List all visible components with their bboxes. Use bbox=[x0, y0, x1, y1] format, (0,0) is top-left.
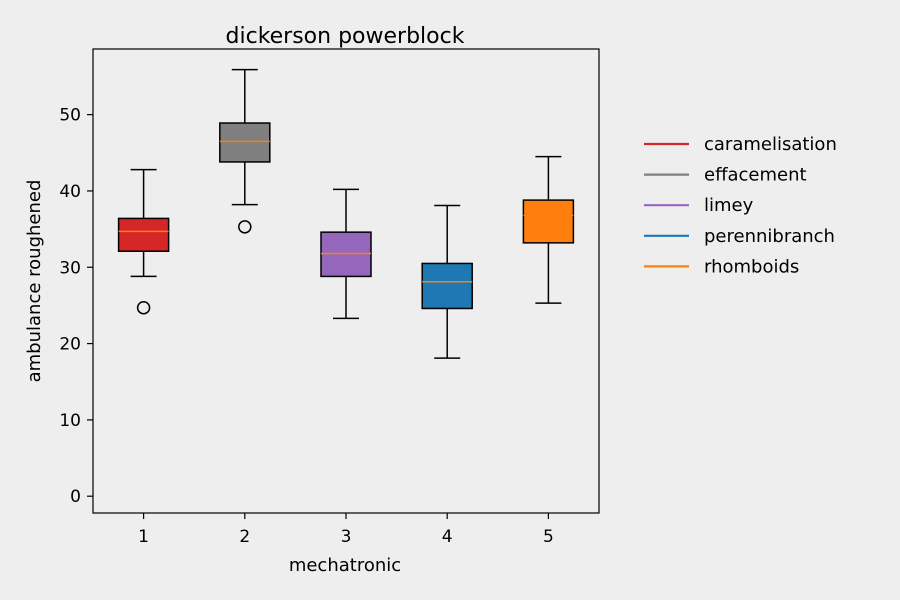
legend-item-perennibranch: perennibranch bbox=[644, 226, 835, 247]
legend-label: effacement bbox=[704, 165, 807, 186]
outlier-point bbox=[136, 300, 151, 315]
x-tick-label: 5 bbox=[543, 527, 554, 547]
legend-item-rhomboids: rhomboids bbox=[644, 256, 799, 277]
y-tick-label: 0 bbox=[70, 487, 81, 507]
x-axis-label: mechatronic bbox=[289, 555, 401, 576]
iqr-box bbox=[219, 122, 271, 163]
legend-label: perennibranch bbox=[704, 226, 835, 247]
y-tick-label: 40 bbox=[59, 182, 81, 202]
y-tick-label: 20 bbox=[59, 335, 81, 355]
iqr-box bbox=[320, 231, 372, 278]
outlier-point bbox=[238, 220, 252, 234]
legend-item-effacement: effacement bbox=[644, 165, 807, 186]
box-perennibranch bbox=[421, 204, 473, 359]
box-caramelisation bbox=[117, 168, 170, 315]
x-tick-label: 4 bbox=[442, 527, 453, 547]
box-rhomboids bbox=[522, 155, 575, 304]
box-limey bbox=[320, 188, 372, 320]
plot-area: 0 10 20 30 40 50 1 2 3 4 5 bbox=[59, 48, 600, 547]
y-tick-label: 30 bbox=[59, 258, 81, 278]
y-tick-label: 50 bbox=[59, 106, 81, 126]
legend-label: caramelisation bbox=[704, 134, 837, 155]
iqr-box bbox=[117, 217, 170, 252]
legend-item-limey: limey bbox=[644, 195, 754, 216]
y-tick-label: 10 bbox=[59, 411, 81, 431]
legend: caramelisation effacement limey perennibran… bbox=[644, 134, 837, 277]
legend-label: limey bbox=[704, 195, 754, 216]
x-tick-label: 2 bbox=[239, 527, 250, 547]
legend-item-caramelisation: caramelisation bbox=[644, 134, 837, 155]
iqr-box bbox=[522, 199, 575, 244]
x-tick-label: 1 bbox=[138, 527, 149, 547]
legend-label: rhomboids bbox=[704, 256, 799, 277]
iqr-box bbox=[421, 262, 473, 310]
y-axis-label: ambulance roughened bbox=[24, 180, 45, 383]
box-effacement bbox=[219, 68, 271, 234]
chart-title: dickerson powerblock bbox=[226, 24, 465, 49]
x-tick-label: 3 bbox=[341, 527, 352, 547]
